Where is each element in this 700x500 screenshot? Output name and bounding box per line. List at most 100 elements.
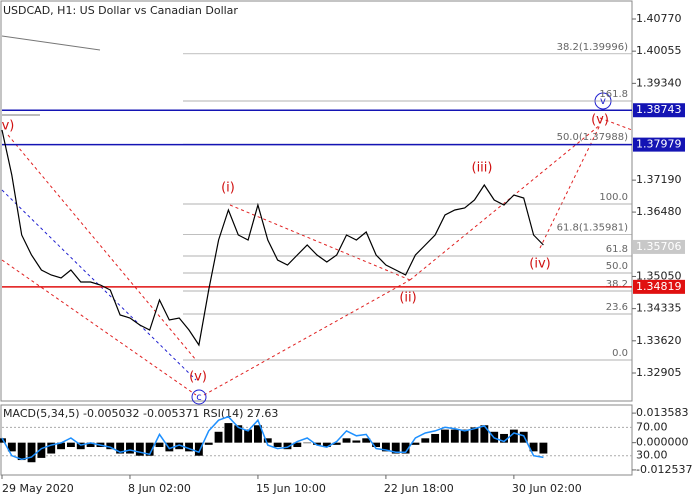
- wave-label: (v): [591, 113, 609, 128]
- histogram-bar: [86, 442, 95, 448]
- wave-projection: [1, 117, 633, 396]
- histogram-bar: [17, 442, 26, 461]
- wave-label: (v): [189, 370, 207, 385]
- wave-label: (iii): [472, 161, 493, 176]
- histogram-bar: [7, 442, 16, 452]
- fib-label: 0.0: [612, 348, 628, 359]
- histogram-bar: [381, 442, 390, 452]
- histogram-bar: [352, 440, 361, 443]
- x-tick-label: 8 Jun 02:00: [128, 482, 191, 495]
- fib-label: 61.8: [606, 244, 628, 255]
- level-tag: [633, 279, 685, 294]
- y-tick-label: 1.40055: [636, 44, 682, 57]
- histogram-bar: [145, 442, 154, 456]
- fib-label: 50.0: [606, 261, 628, 272]
- histogram-bar: [57, 442, 65, 450]
- y2-tick-label: 30.00: [636, 449, 668, 462]
- fib-label: 38.2: [606, 279, 628, 290]
- histogram-bar: [37, 442, 46, 458]
- histogram-bar: [441, 429, 449, 443]
- x-tick-label: 22 Jun 18:00: [384, 482, 454, 495]
- histogram-bar: [126, 442, 134, 454]
- histogram-bar: [175, 442, 184, 450]
- wave-label: (i): [221, 181, 235, 196]
- histogram-bar: [509, 429, 518, 443]
- histogram-bar: [27, 442, 36, 463]
- y-tick-label: -0.012537: [636, 463, 692, 476]
- y-tick-label: 1.36480: [636, 205, 682, 218]
- histogram-bar: [391, 442, 400, 454]
- histogram-bar: [362, 438, 371, 443]
- y-tick-label: 0.013583: [636, 406, 689, 419]
- chart-title: USDCAD, H1: US Dollar vs Canadian Dollar: [3, 4, 238, 17]
- level-tag: [633, 103, 685, 118]
- fib-label: 50.0(1.37988): [557, 132, 629, 143]
- y-tick-label: 1.37190: [636, 173, 682, 186]
- level-label: 1.35706: [636, 240, 682, 253]
- histogram-bar: [322, 442, 331, 448]
- fib-label: 161.8: [599, 89, 628, 100]
- histogram-bar: [263, 438, 272, 443]
- price-line: [1, 129, 544, 347]
- histogram-bar: [155, 442, 164, 448]
- y2-tick-label: 70.00: [636, 420, 668, 433]
- histogram-bar: [204, 442, 213, 445]
- trend-line: [1, 35, 101, 51]
- histogram-bar: [273, 442, 282, 448]
- histogram-bar: [401, 442, 410, 454]
- histogram-bar: [254, 425, 262, 443]
- y-tick-label: 1.40770: [636, 12, 682, 25]
- histogram-bar: [66, 442, 75, 448]
- wave-label: v): [2, 119, 15, 134]
- histogram-bar: [529, 442, 538, 452]
- level-label: 1.38743: [636, 103, 682, 116]
- histogram-bar: [470, 427, 479, 443]
- wave-circle: [191, 389, 207, 405]
- histogram-bar: [431, 433, 440, 443]
- histogram-bar: [214, 431, 223, 443]
- fib-label: 23.6: [606, 302, 628, 313]
- histogram-bar: [450, 429, 459, 443]
- indicator-title: MACD(5,34,5) -0.005032 -0.005371 RSI(14)…: [3, 407, 278, 420]
- histogram-bar: [480, 425, 489, 443]
- wave-label: (ii): [399, 291, 416, 306]
- level-label: 1.37979: [636, 138, 682, 151]
- histogram-bar: [421, 438, 430, 443]
- histogram-bar: [283, 442, 292, 450]
- y-tick-label: 1.34335: [636, 302, 682, 315]
- histogram-bar: [342, 438, 351, 443]
- histogram-bar: [411, 442, 420, 445]
- histogram-bar: [500, 433, 508, 443]
- histogram-bar: [165, 442, 174, 452]
- histogram-bar: [106, 442, 115, 450]
- fib-label: 61.8(1.35981): [557, 223, 629, 234]
- y-tick-label: 0.000000: [636, 436, 689, 449]
- histogram-bar: [313, 442, 321, 445]
- histogram-bar: [539, 442, 548, 454]
- y-tick-label: 1.33620: [636, 334, 682, 347]
- histogram-bar: [116, 442, 125, 454]
- x-tick-label: 29 May 2020: [2, 482, 74, 495]
- x-tick-label: 30 Jun 02:00: [512, 482, 582, 495]
- histogram-bar: [47, 442, 56, 454]
- histogram-bar: [332, 442, 341, 445]
- histogram-bar: [372, 442, 380, 448]
- y-tick-label: 1.39340: [636, 76, 682, 89]
- level-tag: [633, 239, 685, 254]
- histogram-bar: [303, 442, 312, 444]
- x-tick-label: 15 Jun 10:00: [256, 482, 326, 495]
- wave-label: (iv): [529, 257, 550, 272]
- histogram-bar: [234, 425, 243, 443]
- histogram-bar: [224, 423, 233, 443]
- rsi-line: [1, 415, 544, 461]
- level-tag: [633, 137, 685, 152]
- histogram-bar: [244, 429, 253, 443]
- histogram-bar: [460, 429, 469, 443]
- wave-label: c: [196, 392, 202, 403]
- level-label: 1.34819: [636, 280, 682, 293]
- fib-label: 100.0: [599, 192, 628, 203]
- histogram-bar: [76, 442, 85, 450]
- histogram-bar: [293, 442, 302, 448]
